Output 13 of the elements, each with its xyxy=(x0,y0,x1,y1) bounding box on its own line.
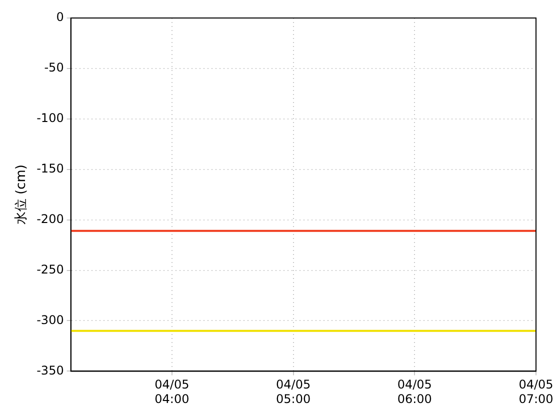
y-tick-label: -300 xyxy=(36,312,64,327)
y-tick-label: -250 xyxy=(36,262,64,276)
y-tick-label: -350 xyxy=(36,363,64,378)
x-tick-label: 04/05 07:00 xyxy=(518,378,554,406)
x-tick-label: 04/05 06:00 xyxy=(397,378,432,406)
y-tick-label: -200 xyxy=(36,212,64,226)
y-tick-label: -100 xyxy=(36,111,64,126)
y-tick-label: 0 xyxy=(56,10,64,24)
x-tick-label: 04/05 04:00 xyxy=(154,378,190,406)
y-tick-label: -50 xyxy=(44,60,64,75)
x-tick-label: 04/05 05:00 xyxy=(276,378,311,406)
y-axis-title: 水位 (cm) xyxy=(14,164,30,225)
y-tick-label: -150 xyxy=(36,161,64,176)
